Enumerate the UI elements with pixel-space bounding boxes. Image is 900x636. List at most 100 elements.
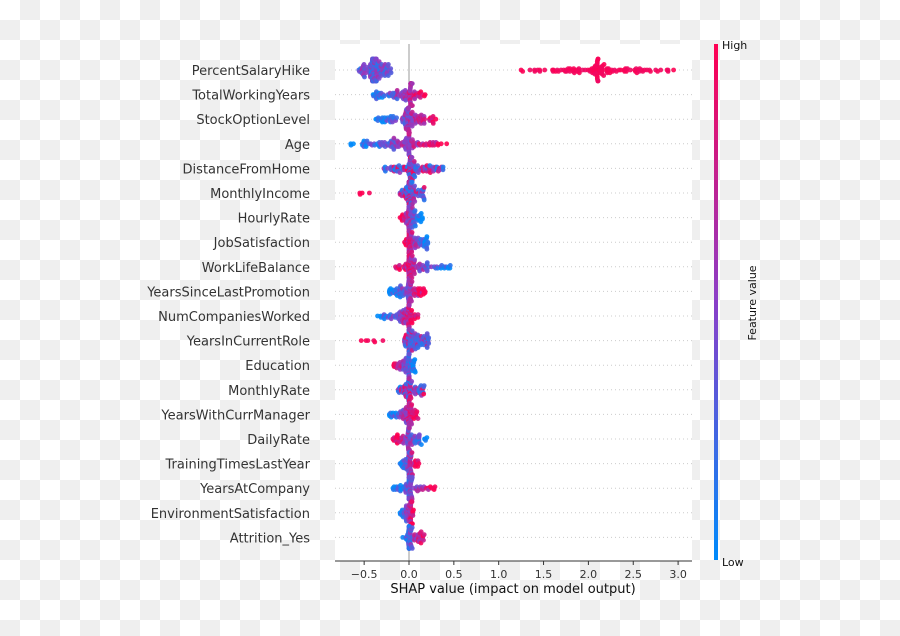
shap-point-dot [424, 345, 430, 350]
shap-point [409, 230, 415, 235]
shap-point-dot [409, 298, 414, 304]
x-tick-label: −0.5 [351, 568, 378, 581]
shap-point [595, 56, 601, 62]
shap-point-dot [412, 257, 417, 263]
shap-point-dot [412, 208, 418, 214]
shap-point-dot [422, 116, 427, 122]
shap-point-dot [421, 537, 426, 543]
shap-point-dot [412, 199, 418, 204]
x-axis-label: SHAP value (impact on model output) [390, 582, 635, 597]
shap-point-dot [351, 141, 356, 147]
shap-point [671, 67, 676, 73]
colorbar-low-label: Low [722, 556, 744, 569]
shap-point-dot [527, 67, 533, 73]
shap-point-dot [409, 81, 415, 86]
x-tick-label: 1.0 [490, 568, 508, 581]
shap-point [412, 271, 417, 277]
shap-point [433, 116, 439, 122]
shap-point [388, 66, 394, 71]
shap-point-dot [444, 141, 450, 147]
shap-point [409, 546, 415, 551]
shap-point-dot [409, 474, 415, 480]
shap-point [410, 513, 416, 518]
shap-point-dot [407, 130, 412, 136]
shap-point-dot [359, 190, 365, 196]
shap-point-dot [409, 109, 415, 115]
shap-point [601, 73, 607, 78]
shap-point-dot [417, 432, 422, 438]
shap-point [421, 537, 426, 543]
shap-point-dot [409, 279, 415, 284]
shap-point-dot [367, 190, 372, 196]
shap-point [408, 395, 414, 401]
shap-point-dot [409, 421, 414, 427]
shap-point-dot [380, 338, 386, 343]
shap-point-dot [409, 253, 415, 259]
shap-point-dot [421, 185, 427, 190]
shap-point-dot [421, 383, 427, 388]
shap-point-dot [413, 223, 418, 229]
shap-point-dot [415, 312, 421, 317]
shap-point [381, 93, 387, 99]
feature-label: Age [285, 138, 310, 153]
shap-point-dot [440, 164, 446, 170]
shap-point-dot [409, 450, 415, 455]
shap-point-dot [447, 263, 453, 268]
shap-point-dot [412, 183, 417, 189]
shap-point-dot [601, 73, 607, 78]
shap-point [407, 425, 412, 431]
shap-point [412, 96, 418, 102]
shap-point [358, 338, 364, 343]
shap-point [409, 298, 414, 304]
shap-point-dot [388, 70, 394, 76]
feature-label: YearsSinceLastPromotion [146, 285, 310, 300]
shap-point-dot [424, 268, 430, 274]
feature-label: TrainingTimesLastYear [165, 458, 311, 473]
shap-point-dot [542, 67, 548, 73]
shap-point [424, 331, 430, 336]
shap-point [391, 135, 397, 141]
shap-point-dot [365, 338, 371, 343]
shap-point-dot [420, 216, 425, 222]
shap-point [409, 379, 415, 384]
shap-point-dot [671, 67, 676, 73]
shap-point [424, 246, 430, 252]
shap-point-dot [410, 521, 415, 527]
shap-point [409, 155, 415, 160]
shap-point [432, 484, 438, 490]
shap-point-dot [601, 62, 607, 67]
shap-point [415, 345, 421, 350]
shap-point-dot [424, 246, 430, 252]
shap-point [601, 62, 607, 67]
shap-point [422, 116, 427, 122]
colorbar-title: Feature value [746, 265, 759, 340]
shap-point-dot [412, 357, 418, 362]
shap-point-dot [409, 402, 415, 407]
feature-label: TotalWorkingYears [191, 89, 310, 104]
shap-point [438, 141, 444, 147]
shap-point-dot [412, 271, 417, 277]
shap-point-dot [394, 88, 400, 93]
shap-point-dot [409, 499, 415, 505]
shap-point [425, 241, 431, 247]
feature-label: PercentSalaryHike [192, 64, 310, 79]
shap-point [409, 421, 414, 427]
shap-point [424, 268, 430, 274]
shap-point-dot [438, 141, 444, 147]
shap-point [409, 308, 415, 313]
shap-point-dot [418, 211, 424, 216]
shap-point [421, 121, 427, 126]
shap-point-dot [412, 369, 418, 375]
shap-point-dot [425, 241, 431, 247]
shap-point [424, 435, 430, 440]
shap-point-dot [648, 69, 653, 74]
feature-label: EnvironmentSatisfaction [151, 507, 310, 522]
colorbar [714, 44, 718, 560]
shap-point [410, 103, 415, 108]
shap-point [380, 338, 386, 343]
shap-point-dot [520, 69, 526, 74]
x-tick-label: 1.5 [535, 568, 553, 581]
shap-point-dot [424, 260, 430, 265]
shap-point [412, 257, 417, 263]
shap-point-dot [391, 135, 397, 141]
